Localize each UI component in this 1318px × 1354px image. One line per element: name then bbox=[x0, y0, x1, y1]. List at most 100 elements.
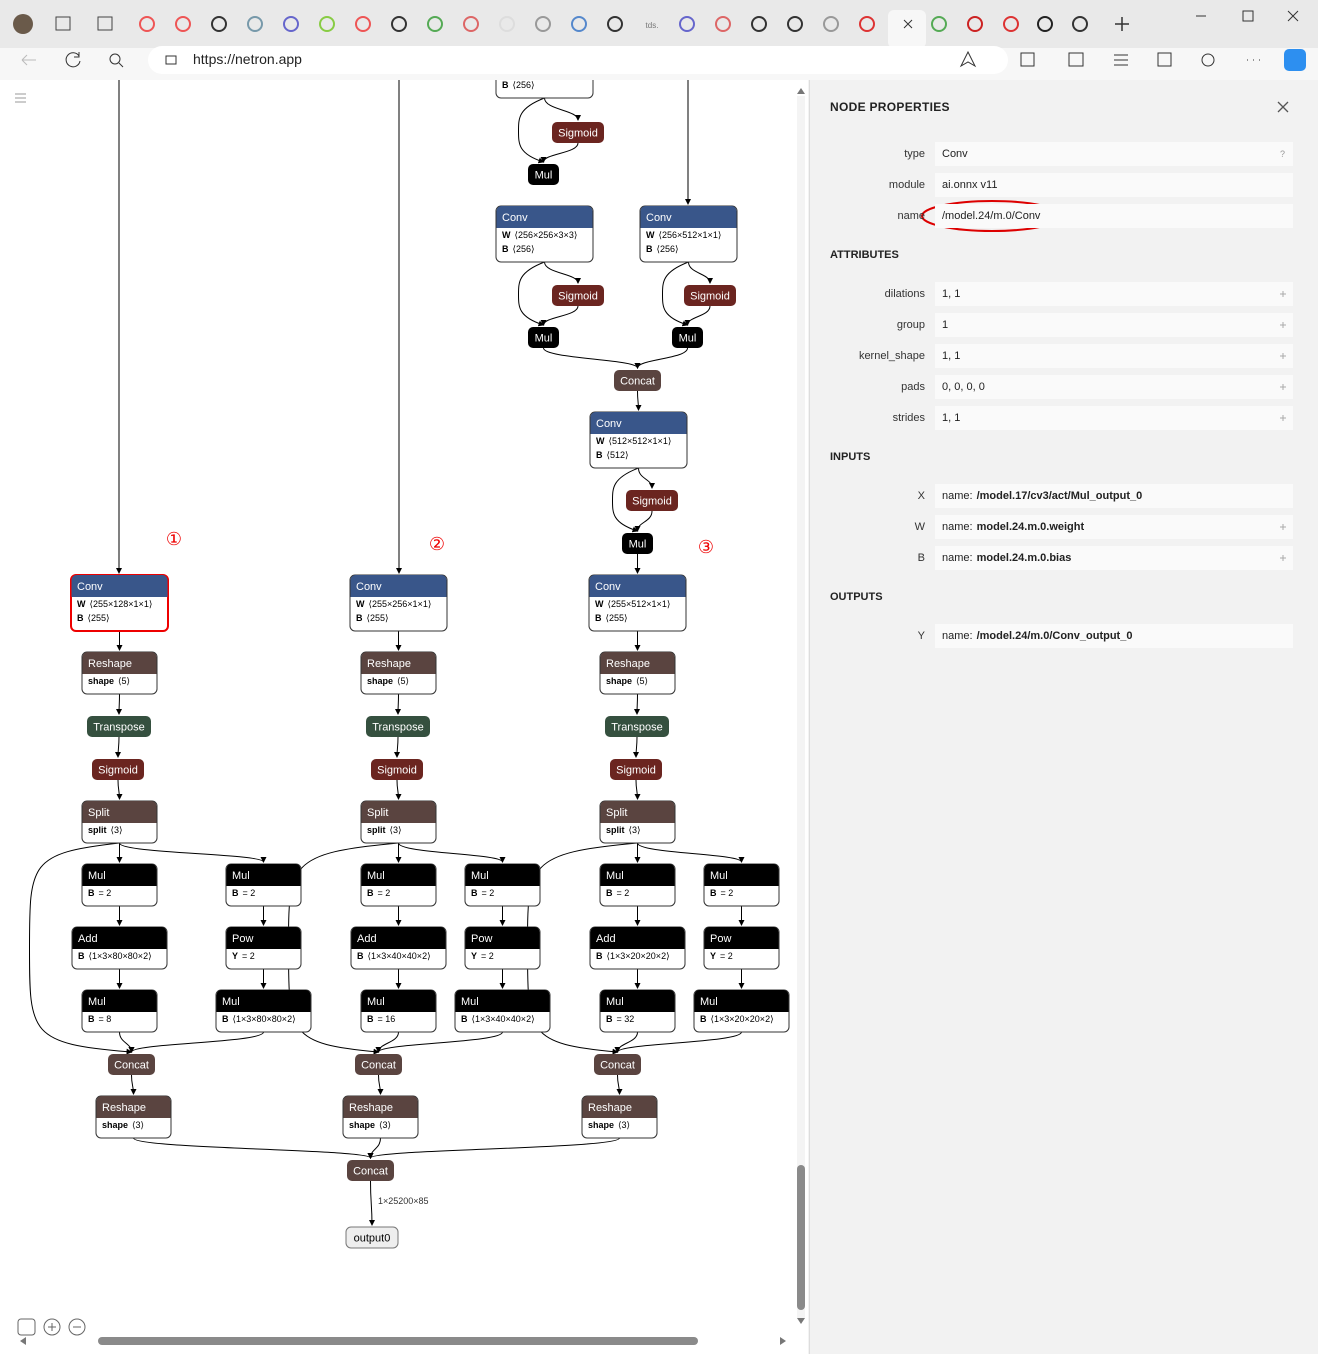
property-value[interactable]: name:/model.17/cv3/act/Mul_output_0 bbox=[935, 484, 1293, 508]
tab-favicon[interactable] bbox=[463, 16, 479, 32]
tab-favicon[interactable] bbox=[175, 16, 191, 32]
node[interactable]: Transpose bbox=[605, 716, 669, 737]
node[interactable]: Split split ⟨3⟩ bbox=[81, 800, 158, 844]
node[interactable]: B ⟨256⟩ bbox=[495, 80, 594, 99]
expand[interactable] bbox=[1279, 352, 1287, 360]
tab-favicon[interactable] bbox=[355, 16, 371, 32]
expand[interactable] bbox=[1279, 321, 1287, 329]
favorite[interactable] bbox=[959, 50, 977, 68]
node[interactable]: Mul B = 2 bbox=[464, 863, 541, 907]
tab-favicon[interactable] bbox=[283, 16, 299, 32]
tab-favicon[interactable] bbox=[607, 16, 623, 32]
property-value[interactable]: name: model.24.m.0.weight bbox=[935, 515, 1293, 539]
node[interactable]: Conv W ⟨255×256×1×1⟩ B ⟨255⟩ bbox=[349, 574, 448, 632]
tab-favicon[interactable] bbox=[751, 16, 767, 32]
node[interactable]: Pow Y = 2 bbox=[703, 926, 780, 970]
property-value[interactable]: 1, 1 bbox=[935, 406, 1293, 430]
node[interactable]: Reshape shape ⟨5⟩ bbox=[360, 651, 437, 695]
property-value[interactable]: name: model.24.m.0.bias bbox=[935, 546, 1293, 570]
node[interactable]: Sigmoid bbox=[92, 759, 144, 780]
node[interactable]: Mul B ⟨1×3×20×20×2⟩ bbox=[693, 989, 790, 1033]
tab-favicon[interactable] bbox=[211, 16, 227, 32]
property-value[interactable]: ai.onnx v11 bbox=[935, 173, 1293, 197]
node[interactable]: Sigmoid bbox=[552, 122, 604, 143]
tab-favicon[interactable] bbox=[931, 16, 947, 32]
expand[interactable] bbox=[1279, 290, 1287, 298]
h-scroll-thumb[interactable] bbox=[98, 1337, 698, 1345]
node[interactable]: Mul bbox=[528, 164, 559, 185]
node[interactable]: Concat bbox=[614, 370, 661, 391]
node[interactable]: Sigmoid bbox=[552, 285, 604, 306]
property-value[interactable]: 1, 1 bbox=[935, 344, 1293, 368]
new-tab[interactable] bbox=[1115, 17, 1129, 31]
node[interactable]: Concat bbox=[347, 1160, 394, 1181]
node[interactable]: output0 bbox=[345, 1226, 399, 1249]
node[interactable]: Concat bbox=[594, 1054, 641, 1075]
workspaces-icon[interactable] bbox=[55, 16, 71, 31]
tab-favicon[interactable] bbox=[1003, 16, 1019, 32]
node[interactable]: Add B ⟨1×3×20×20×2⟩ bbox=[589, 926, 686, 970]
menu[interactable] bbox=[15, 93, 26, 103]
tab-actions-icon[interactable] bbox=[97, 16, 113, 31]
property-value[interactable]: Conv? bbox=[935, 142, 1293, 166]
node[interactable]: Mul B = 2 bbox=[360, 863, 437, 907]
tab-favicon[interactable] bbox=[1037, 16, 1053, 32]
tab-favicon[interactable] bbox=[1072, 16, 1088, 32]
tab-favicon[interactable] bbox=[679, 16, 695, 32]
back[interactable] bbox=[21, 54, 36, 66]
node[interactable]: Reshape shape ⟨5⟩ bbox=[599, 651, 676, 695]
property-value[interactable]: name:/model.24/m.0/Conv_output_0 bbox=[935, 624, 1293, 648]
address-bar[interactable] bbox=[148, 46, 1008, 74]
search[interactable] bbox=[109, 53, 121, 65]
node[interactable]: Conv W ⟨256×256×3×3⟩ B ⟨256⟩ bbox=[495, 205, 594, 263]
node[interactable]: Mul bbox=[528, 327, 559, 348]
v-scrollbar[interactable] bbox=[797, 96, 805, 1318]
property-value[interactable]: 1 bbox=[935, 313, 1293, 337]
tab-favicon[interactable] bbox=[427, 16, 443, 32]
tab-favicon[interactable] bbox=[787, 16, 803, 32]
tab-favicon[interactable] bbox=[823, 16, 839, 32]
node[interactable]: Add B ⟨1×3×80×80×2⟩ bbox=[71, 926, 168, 970]
tab-favicon[interactable] bbox=[139, 16, 155, 32]
profile-icon[interactable] bbox=[13, 14, 33, 34]
node[interactable]: Concat bbox=[355, 1054, 402, 1075]
tab-favicon[interactable] bbox=[319, 16, 335, 32]
node[interactable]: Reshape shape ⟨3⟩ bbox=[342, 1095, 419, 1139]
refresh[interactable] bbox=[65, 52, 81, 68]
node[interactable]: Mul B = 16 bbox=[360, 989, 437, 1033]
node[interactable]: Conv W ⟨256×512×1×1⟩ B ⟨256⟩ bbox=[639, 205, 738, 263]
close-panel[interactable] bbox=[1276, 100, 1290, 114]
node[interactable]: Mul bbox=[672, 327, 703, 348]
expand[interactable] bbox=[1279, 554, 1287, 562]
node[interactable]: Sigmoid bbox=[684, 285, 736, 306]
property-value[interactable]: 1, 1 bbox=[935, 282, 1293, 306]
copilot[interactable] bbox=[1284, 49, 1306, 71]
tab-favicon[interactable] bbox=[715, 16, 731, 32]
expand[interactable] bbox=[1279, 414, 1287, 422]
node[interactable]: Conv W ⟨255×128×1×1⟩ B ⟨255⟩ bbox=[70, 574, 169, 632]
node[interactable]: Mul B ⟨1×3×80×80×2⟩ bbox=[215, 989, 312, 1033]
node[interactable]: Mul B ⟨1×3×40×40×2⟩ bbox=[454, 989, 551, 1033]
node[interactable]: Sigmoid bbox=[610, 759, 662, 780]
node[interactable]: Mul B = 2 bbox=[81, 863, 158, 907]
node[interactable]: Mul B = 2 bbox=[703, 863, 780, 907]
node[interactable]: Mul bbox=[622, 533, 653, 554]
node[interactable]: Split split ⟨3⟩ bbox=[360, 800, 437, 844]
zoom-controls[interactable] bbox=[17, 1318, 86, 1336]
node[interactable]: Pow Y = 2 bbox=[464, 926, 541, 970]
tab-favicon[interactable] bbox=[535, 16, 551, 32]
tab-favicon[interactable] bbox=[499, 16, 515, 32]
node[interactable]: Mul B = 2 bbox=[599, 863, 676, 907]
v-scroll-thumb[interactable] bbox=[797, 1165, 805, 1310]
tab-favicon[interactable] bbox=[247, 16, 263, 32]
node[interactable]: Mul B = 2 bbox=[225, 863, 302, 907]
node[interactable]: Reshape shape ⟨3⟩ bbox=[95, 1095, 172, 1139]
node[interactable]: Conv W ⟨255×512×1×1⟩ B ⟨255⟩ bbox=[588, 574, 687, 632]
node[interactable]: Split split ⟨3⟩ bbox=[599, 800, 676, 844]
node[interactable]: Transpose bbox=[366, 716, 430, 737]
expand[interactable] bbox=[1279, 383, 1287, 391]
node[interactable]: Concat bbox=[108, 1054, 155, 1075]
property-value[interactable]: /model.24/m.0/Conv bbox=[935, 204, 1293, 228]
node[interactable]: Transpose bbox=[87, 716, 151, 737]
expand[interactable] bbox=[1279, 523, 1287, 531]
